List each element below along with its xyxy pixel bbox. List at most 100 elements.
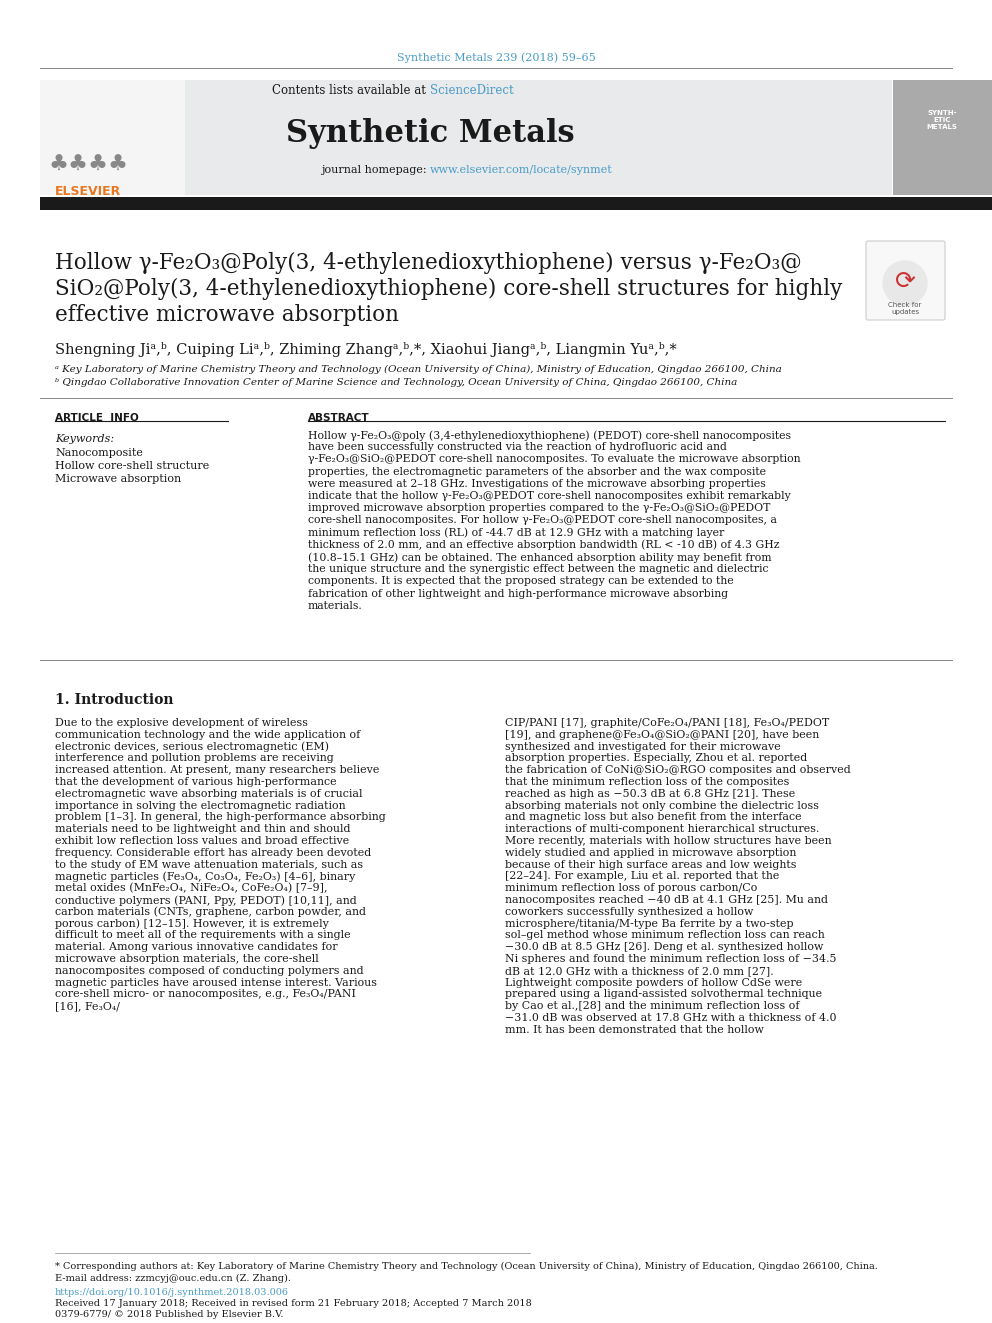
Text: Received 17 January 2018; Received in revised form 21 February 2018; Accepted 7 : Received 17 January 2018; Received in re… xyxy=(55,1299,532,1308)
Text: SYNTH-
ETIC
METALS: SYNTH- ETIC METALS xyxy=(927,110,957,130)
Text: Synthetic Metals: Synthetic Metals xyxy=(286,118,574,149)
Text: that the minimum reflection loss of the composites: that the minimum reflection loss of the … xyxy=(505,777,790,787)
Text: ELSEVIER: ELSEVIER xyxy=(55,185,121,198)
Text: indicate that the hollow γ-Fe₂O₃@PEDOT core-shell nanocomposites exhibit remarka: indicate that the hollow γ-Fe₂O₃@PEDOT c… xyxy=(308,491,791,501)
Text: CIP/PANI [17], graphite/CoFe₂O₄/PANI [18], Fe₃O₄/PEDOT: CIP/PANI [17], graphite/CoFe₂O₄/PANI [18… xyxy=(505,718,829,728)
FancyBboxPatch shape xyxy=(893,79,992,194)
Text: −31.0 dB was observed at 17.8 GHz with a thickness of 4.0: −31.0 dB was observed at 17.8 GHz with a… xyxy=(505,1013,836,1023)
Text: exhibit low reflection loss values and broad effective: exhibit low reflection loss values and b… xyxy=(55,836,349,845)
Text: nanocomposites reached −40 dB at 4.1 GHz [25]. Mu and: nanocomposites reached −40 dB at 4.1 GHz… xyxy=(505,894,828,905)
Text: γ-Fe₂O₃@SiO₂@PEDOT core-shell nanocomposites. To evaluate the microwave absorpti: γ-Fe₂O₃@SiO₂@PEDOT core-shell nanocompos… xyxy=(308,454,801,464)
Text: Lightweight composite powders of hollow CdSe were: Lightweight composite powders of hollow … xyxy=(505,978,803,987)
Text: because of their high surface areas and low weights: because of their high surface areas and … xyxy=(505,860,797,869)
Text: fabrication of other lightweight and high-performance microwave absorbing: fabrication of other lightweight and hig… xyxy=(308,589,728,598)
Text: ScienceDirect: ScienceDirect xyxy=(430,83,514,97)
Text: Contents lists available at: Contents lists available at xyxy=(273,83,430,97)
Text: Keywords:: Keywords: xyxy=(55,434,114,445)
Text: −30.0 dB at 8.5 GHz [26]. Deng et al. synthesized hollow: −30.0 dB at 8.5 GHz [26]. Deng et al. sy… xyxy=(505,942,823,953)
Text: carbon materials (CNTs, graphene, carbon powder, and: carbon materials (CNTs, graphene, carbon… xyxy=(55,906,366,917)
Text: widely studied and applied in microwave absorption: widely studied and applied in microwave … xyxy=(505,848,797,857)
Text: ᵇ Qingdao Collaborative Innovation Center of Marine Science and Technology, Ocea: ᵇ Qingdao Collaborative Innovation Cente… xyxy=(55,378,737,388)
Text: thickness of 2.0 mm, and an effective absorption bandwidth (RL < -10 dB) of 4.3 : thickness of 2.0 mm, and an effective ab… xyxy=(308,540,780,550)
Text: electromagnetic wave absorbing materials is of crucial: electromagnetic wave absorbing materials… xyxy=(55,789,362,799)
Text: difficult to meet all of the requirements with a single: difficult to meet all of the requirement… xyxy=(55,930,350,941)
FancyBboxPatch shape xyxy=(40,197,992,210)
Text: * Corresponding authors at: Key Laboratory of Marine Chemistry Theory and Techno: * Corresponding authors at: Key Laborato… xyxy=(55,1262,878,1271)
Text: [19], and graphene@Fe₃O₄@SiO₂@PANI [20], have been: [19], and graphene@Fe₃O₄@SiO₂@PANI [20],… xyxy=(505,730,819,740)
Text: absorption properties. Especially, Zhou et al. reported: absorption properties. Especially, Zhou … xyxy=(505,753,807,763)
Text: minimum reflection loss of porous carbon/Co: minimum reflection loss of porous carbon… xyxy=(505,884,757,893)
Text: magnetic particles (Fe₃O₄, Co₃O₄, Fe₂O₃) [4–6], binary: magnetic particles (Fe₃O₄, Co₃O₄, Fe₂O₃)… xyxy=(55,872,355,882)
Text: microsphere/titania/M-type Ba ferrite by a two-step: microsphere/titania/M-type Ba ferrite by… xyxy=(505,918,794,929)
Text: Check for
updates: Check for updates xyxy=(888,302,922,315)
Text: microwave absorption materials, the core-shell: microwave absorption materials, the core… xyxy=(55,954,318,964)
Text: have been successfully constructed via the reaction of hydrofluoric acid and: have been successfully constructed via t… xyxy=(308,442,727,452)
Text: synthesized and investigated for their microwave: synthesized and investigated for their m… xyxy=(505,742,781,751)
Text: to the study of EM wave attenuation materials, such as: to the study of EM wave attenuation mate… xyxy=(55,860,363,869)
Text: ARTICLE  INFO: ARTICLE INFO xyxy=(55,413,139,423)
Text: ♣♣♣♣: ♣♣♣♣ xyxy=(48,155,128,175)
Text: ABSTRACT: ABSTRACT xyxy=(308,413,370,423)
Text: conductive polymers (PANI, Ppy, PEDOT) [10,11], and: conductive polymers (PANI, Ppy, PEDOT) [… xyxy=(55,894,357,905)
Text: that the development of various high-performance: that the development of various high-per… xyxy=(55,777,336,787)
Text: increased attention. At present, many researchers believe: increased attention. At present, many re… xyxy=(55,765,379,775)
Text: (10.8–15.1 GHz) can be obtained. The enhanced absorption ability may benefit fro: (10.8–15.1 GHz) can be obtained. The enh… xyxy=(308,552,772,562)
Text: Ni spheres and found the minimum reflection loss of −34.5: Ni spheres and found the minimum reflect… xyxy=(505,954,836,964)
Text: nanocomposites composed of conducting polymers and: nanocomposites composed of conducting po… xyxy=(55,966,364,976)
Text: [16], Fe₃O₄/: [16], Fe₃O₄/ xyxy=(55,1002,120,1011)
Text: 1. Introduction: 1. Introduction xyxy=(55,693,174,706)
Text: reached as high as −50.3 dB at 6.8 GHz [21]. These: reached as high as −50.3 dB at 6.8 GHz [… xyxy=(505,789,796,799)
Text: were measured at 2–18 GHz. Investigations of the microwave absorbing properties: were measured at 2–18 GHz. Investigation… xyxy=(308,479,766,488)
Text: More recently, materials with hollow structures have been: More recently, materials with hollow str… xyxy=(505,836,831,845)
Text: importance in solving the electromagnetic radiation: importance in solving the electromagneti… xyxy=(55,800,345,811)
Text: interference and pollution problems are receiving: interference and pollution problems are … xyxy=(55,753,333,763)
Text: materials.: materials. xyxy=(308,601,363,611)
Text: core-shell nanocomposites. For hollow γ-Fe₂O₃@PEDOT core-shell nanocomposites, a: core-shell nanocomposites. For hollow γ-… xyxy=(308,516,777,525)
Text: absorbing materials not only combine the dielectric loss: absorbing materials not only combine the… xyxy=(505,800,819,811)
Text: problem [1–3]. In general, the high-performance absorbing: problem [1–3]. In general, the high-perf… xyxy=(55,812,386,823)
Text: Synthetic Metals 239 (2018) 59–65: Synthetic Metals 239 (2018) 59–65 xyxy=(397,52,595,62)
Text: www.elsevier.com/locate/synmet: www.elsevier.com/locate/synmet xyxy=(430,165,613,175)
Text: effective microwave absorption: effective microwave absorption xyxy=(55,304,399,325)
Text: components. It is expected that the proposed strategy can be extended to the: components. It is expected that the prop… xyxy=(308,577,734,586)
Text: minimum reflection loss (RL) of -44.7 dB at 12.9 GHz with a matching layer: minimum reflection loss (RL) of -44.7 dB… xyxy=(308,528,724,538)
Text: sol–gel method whose minimum reflection loss can reach: sol–gel method whose minimum reflection … xyxy=(505,930,824,941)
Text: improved microwave absorption properties compared to the γ-Fe₂O₃@SiO₂@PEDOT: improved microwave absorption properties… xyxy=(308,503,771,513)
Text: coworkers successfully synthesized a hollow: coworkers successfully synthesized a hol… xyxy=(505,906,753,917)
Text: E-mail address: zzmcyj@ouc.edu.cn (Z. Zhang).: E-mail address: zzmcyj@ouc.edu.cn (Z. Zh… xyxy=(55,1274,291,1283)
Text: frequency. Considerable effort has already been devoted: frequency. Considerable effort has alrea… xyxy=(55,848,371,857)
Text: and magnetic loss but also benefit from the interface: and magnetic loss but also benefit from … xyxy=(505,812,802,823)
FancyBboxPatch shape xyxy=(40,79,892,194)
Text: material. Among various innovative candidates for: material. Among various innovative candi… xyxy=(55,942,337,953)
Text: SiO₂@Poly(3, 4-ethylenedioxythiophene) core-shell structures for highly: SiO₂@Poly(3, 4-ethylenedioxythiophene) c… xyxy=(55,278,842,300)
Text: https://doi.org/10.1016/j.synthmet.2018.03.006: https://doi.org/10.1016/j.synthmet.2018.… xyxy=(55,1289,289,1297)
Text: interactions of multi-component hierarchical structures.: interactions of multi-component hierarch… xyxy=(505,824,819,835)
Text: porous carbon) [12–15]. However, it is extremely: porous carbon) [12–15]. However, it is e… xyxy=(55,918,329,929)
Text: journal homepage:: journal homepage: xyxy=(320,165,430,175)
Circle shape xyxy=(883,261,927,306)
Text: Hollow γ-Fe₂O₃@poly (3,4-ethylenedioxythiophene) (PEDOT) core-shell nanocomposit: Hollow γ-Fe₂O₃@poly (3,4-ethylenedioxyth… xyxy=(308,430,791,441)
Text: ᵃ Key Laboratory of Marine Chemistry Theory and Technology (Ocean University of : ᵃ Key Laboratory of Marine Chemistry The… xyxy=(55,365,782,374)
Text: properties, the electromagnetic parameters of the absorber and the wax composite: properties, the electromagnetic paramete… xyxy=(308,467,766,476)
Text: Shengning Jiᵃ,ᵇ, Cuiping Liᵃ,ᵇ, Zhiming Zhangᵃ,ᵇ,*, Xiaohui Jiangᵃ,ᵇ, Liangmin Y: Shengning Jiᵃ,ᵇ, Cuiping Liᵃ,ᵇ, Zhiming … xyxy=(55,343,677,357)
Text: communication technology and the wide application of: communication technology and the wide ap… xyxy=(55,730,360,740)
Text: materials need to be lightweight and thin and should: materials need to be lightweight and thi… xyxy=(55,824,350,835)
Text: ⟳: ⟳ xyxy=(895,270,916,294)
FancyBboxPatch shape xyxy=(40,79,185,194)
Text: the unique structure and the synergistic effect between the magnetic and dielect: the unique structure and the synergistic… xyxy=(308,564,769,574)
Text: Due to the explosive development of wireless: Due to the explosive development of wire… xyxy=(55,718,308,728)
Text: mm. It has been demonstrated that the hollow: mm. It has been demonstrated that the ho… xyxy=(505,1025,764,1035)
FancyBboxPatch shape xyxy=(866,241,945,320)
Text: Hollow core-shell structure: Hollow core-shell structure xyxy=(55,460,209,471)
Text: Nanocomposite: Nanocomposite xyxy=(55,448,143,458)
Text: prepared using a ligand-assisted solvothermal technique: prepared using a ligand-assisted solvoth… xyxy=(505,990,822,999)
Text: dB at 12.0 GHz with a thickness of 2.0 mm [27].: dB at 12.0 GHz with a thickness of 2.0 m… xyxy=(505,966,774,976)
Text: Hollow γ-Fe₂O₃@Poly(3, 4-ethylenedioxythiophene) versus γ-Fe₂O₃@: Hollow γ-Fe₂O₃@Poly(3, 4-ethylenedioxyth… xyxy=(55,251,802,274)
Text: [22–24]. For example, Liu et al. reported that the: [22–24]. For example, Liu et al. reporte… xyxy=(505,872,780,881)
Text: the fabrication of CoNi@SiO₂@RGO composites and observed: the fabrication of CoNi@SiO₂@RGO composi… xyxy=(505,765,851,775)
Text: metal oxides (MnFe₂O₄, NiFe₂O₄, CoFe₂O₄) [7–9],: metal oxides (MnFe₂O₄, NiFe₂O₄, CoFe₂O₄)… xyxy=(55,884,327,893)
Text: 0379-6779/ © 2018 Published by Elsevier B.V.: 0379-6779/ © 2018 Published by Elsevier … xyxy=(55,1310,284,1319)
Text: core-shell micro- or nanocomposites, e.g., Fe₃O₄/PANI: core-shell micro- or nanocomposites, e.g… xyxy=(55,990,356,999)
Text: Microwave absorption: Microwave absorption xyxy=(55,474,182,484)
Text: by Cao et al.,[28] and the minimum reflection loss of: by Cao et al.,[28] and the minimum refle… xyxy=(505,1002,800,1011)
